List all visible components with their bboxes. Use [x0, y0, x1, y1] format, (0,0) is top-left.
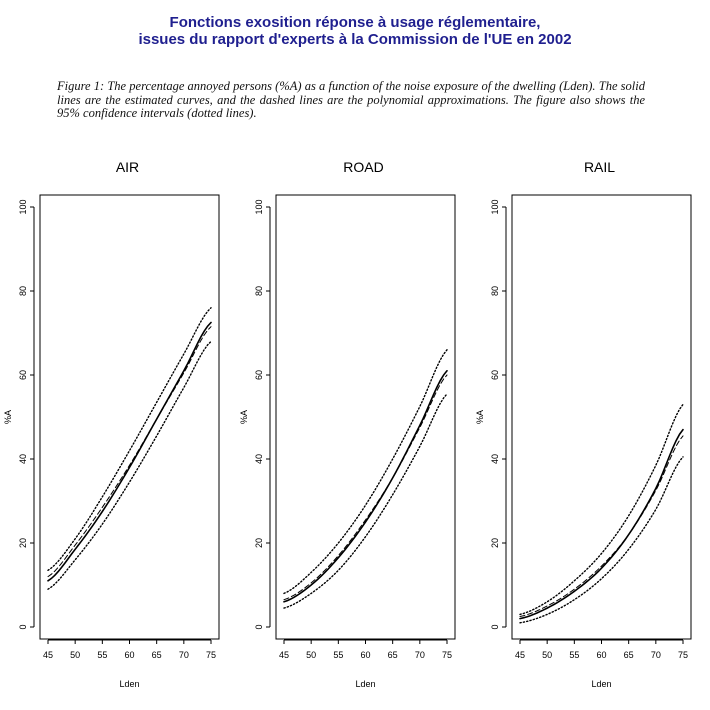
x-tick-label: 75 [678, 650, 688, 660]
y-tick-label: 0 [490, 624, 500, 629]
y-tick-label: 80 [18, 286, 28, 296]
y-tick-label: 100 [254, 199, 264, 214]
series-line-dotted [519, 403, 684, 616]
y-tick-label: 80 [490, 286, 500, 296]
x-tick-label: 70 [179, 650, 189, 660]
y-tick-label: 80 [254, 286, 264, 296]
x-tick-label: 60 [124, 650, 134, 660]
x-tick-label: 55 [97, 650, 107, 660]
x-tick-label: 50 [542, 650, 552, 660]
plot-frame [39, 194, 220, 640]
y-tick-label: 20 [18, 538, 28, 548]
x-tick-label: 70 [415, 650, 425, 660]
chart-title: ROAD [343, 159, 383, 175]
x-tick-label: 50 [70, 650, 80, 660]
y-tick-label: 100 [490, 199, 500, 214]
x-axis-title: Lden [119, 679, 139, 689]
y-tick-label: 0 [254, 624, 264, 629]
x-tick-label: 60 [360, 650, 370, 660]
series-line-dotted [283, 393, 448, 609]
y-tick-label: 40 [490, 454, 500, 464]
y-tick-label: 40 [18, 454, 28, 464]
chart-panel-rail: RAIL 0 20 40 60 80 100 %A 45 50 55 60 65 70 75 Lden [475, 159, 692, 689]
figure-caption: Figure 1: The percentage annoyed persons… [57, 79, 645, 120]
y-tick-label: 60 [18, 370, 28, 380]
y-tick-label: 0 [18, 624, 28, 629]
chart-title: AIR [116, 159, 139, 175]
series-line-dashed [519, 435, 684, 617]
x-tick-label: 45 [515, 650, 525, 660]
chart-panel-air: AIR 0 20 40 60 80 100 %A 45 50 55 60 65 70 75 Lden [3, 159, 220, 689]
plot-frame [275, 194, 456, 640]
chart-title: RAIL [584, 159, 615, 175]
series-line-solid [283, 370, 448, 603]
y-tick-label: 60 [490, 370, 500, 380]
series-line-dotted [519, 456, 684, 624]
x-tick-label: 75 [442, 650, 452, 660]
series-line-dotted [283, 349, 448, 595]
x-tick-label: 60 [596, 650, 606, 660]
x-tick-label: 50 [306, 650, 316, 660]
x-axis-title: Lden [355, 679, 375, 689]
y-tick-label: 60 [254, 370, 264, 380]
y-tick-label: 40 [254, 454, 264, 464]
y-tick-label: 100 [18, 199, 28, 214]
page-title-line-1: Fonctions exosition réponse à usage régl… [169, 14, 541, 31]
chart-panel-road: ROAD 0 20 40 60 80 100 %A 45 50 55 60 65 70 75 Lden [239, 159, 456, 689]
series-line-dotted [47, 307, 212, 571]
x-axis-title: Lden [591, 679, 611, 689]
series-line-dashed [283, 374, 448, 601]
y-tick-label: 20 [490, 538, 500, 548]
y-axis-title: %A [3, 410, 13, 424]
plot-frame [511, 194, 692, 640]
x-tick-label: 55 [333, 650, 343, 660]
x-tick-label: 75 [206, 650, 216, 660]
x-tick-label: 65 [388, 650, 398, 660]
x-tick-label: 45 [43, 650, 53, 660]
x-tick-label: 55 [569, 650, 579, 660]
page-title-line-2: issues du rapport d'experts à la Commiss… [138, 31, 572, 48]
x-tick-label: 65 [152, 650, 162, 660]
series-line-solid [519, 428, 684, 620]
series-line-dotted [47, 340, 212, 590]
series-line-solid [47, 321, 212, 582]
x-tick-label: 45 [279, 650, 289, 660]
x-tick-label: 70 [651, 650, 661, 660]
x-tick-label: 65 [624, 650, 634, 660]
series-line-dashed [47, 326, 212, 578]
y-tick-label: 20 [254, 538, 264, 548]
y-axis-title: %A [239, 410, 249, 424]
y-axis-title: %A [475, 410, 485, 424]
page-title: Fonctions exosition réponse à usage régl… [0, 14, 710, 48]
